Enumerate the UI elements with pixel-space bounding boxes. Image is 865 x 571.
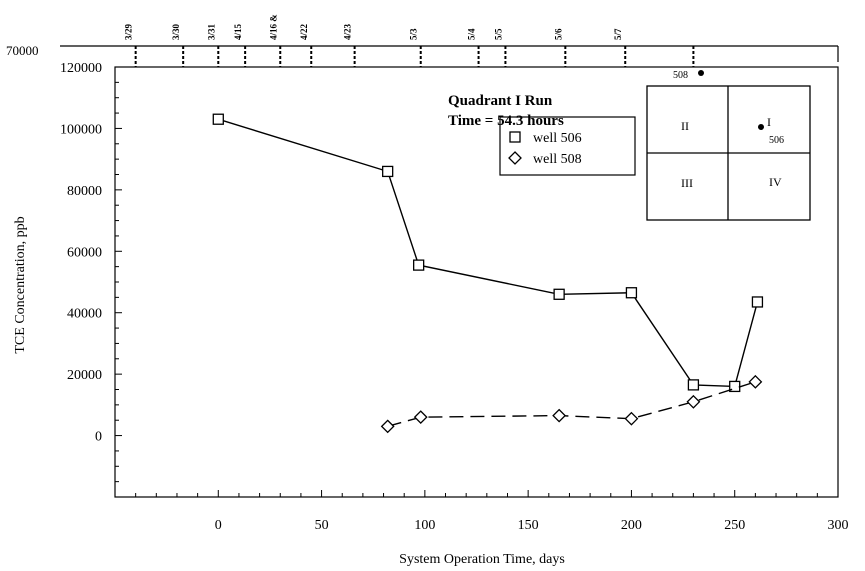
quadrant-label-i: I <box>767 115 771 129</box>
y-tick-label: 60000 <box>67 245 102 260</box>
top-date-label: 5/5 <box>493 28 503 40</box>
data-point-square <box>212 113 224 125</box>
x-tick-label: 150 <box>518 518 539 533</box>
top-date-label: 4/15 <box>233 23 243 40</box>
quadrant-label-iv: IV <box>769 175 782 189</box>
top-date-label: 4/22 <box>299 23 309 40</box>
data-point-square <box>413 259 425 271</box>
data-point-square <box>687 379 700 391</box>
x-axis-label: System Operation Time, days <box>399 552 565 567</box>
legend-label: well 506 <box>533 131 582 146</box>
legend-label: well 508 <box>533 152 582 167</box>
quadrant-label-iii: III <box>681 176 693 190</box>
x-tick-label: 250 <box>724 518 745 533</box>
x-tick-label: 200 <box>621 518 642 533</box>
y-tick-label: 100000 <box>60 122 102 137</box>
top-date-label: 4/16 & <box>268 14 278 40</box>
y-tick-label: 120000 <box>60 61 102 76</box>
data-point-square <box>382 165 394 178</box>
y-axis-label: TCE Concentration, ppb <box>13 216 28 353</box>
chart-subtitle: Time = 54.3 hours <box>448 113 564 129</box>
data-point-diamond <box>748 374 763 389</box>
data-point-diamond <box>552 408 567 423</box>
y-tick-label: 40000 <box>67 307 102 322</box>
top-date-label: 3/31 <box>206 23 216 40</box>
well-506-label: 506 <box>769 135 784 146</box>
top-date-label: 5/4 <box>467 28 477 40</box>
well-508-label: 508 <box>673 70 688 81</box>
x-tick-label: 100 <box>414 518 435 533</box>
data-point-diamond <box>380 419 395 434</box>
legend-marker-square <box>509 131 521 143</box>
x-tick-label: 0 <box>215 518 222 533</box>
data-point-diamond <box>686 394 701 409</box>
top-date-label: 4/23 <box>343 23 353 40</box>
well-506-marker <box>758 124 764 130</box>
x-tick-label: 300 <box>828 518 849 533</box>
top-axis-left-label: 70000 <box>6 43 39 58</box>
legend-marker-diamond <box>508 151 522 165</box>
data-point-diamond <box>413 410 428 425</box>
top-date-label: 5/7 <box>613 28 623 40</box>
data-point-square <box>553 288 565 300</box>
quadrant-label-ii: II <box>681 119 689 133</box>
top-date-label: 3/30 <box>171 23 181 40</box>
top-date-label: 5/3 <box>409 28 419 40</box>
top-date-label: 3/29 <box>124 23 134 40</box>
data-point-square <box>751 296 764 308</box>
well-508-marker <box>698 70 704 76</box>
series-line-1 <box>218 118 759 388</box>
data-point-diamond <box>624 411 639 426</box>
legend-box <box>499 116 636 176</box>
y-tick-label: 0 <box>95 430 102 445</box>
top-date-label: 5/6 <box>553 28 563 40</box>
y-tick-label: 20000 <box>67 368 102 383</box>
series-line-2 <box>387 381 756 428</box>
y-tick-label: 80000 <box>67 184 102 199</box>
x-tick-label: 50 <box>315 518 329 533</box>
chart-title: Quadrant I Run <box>448 93 553 109</box>
data-point-square <box>625 287 638 299</box>
